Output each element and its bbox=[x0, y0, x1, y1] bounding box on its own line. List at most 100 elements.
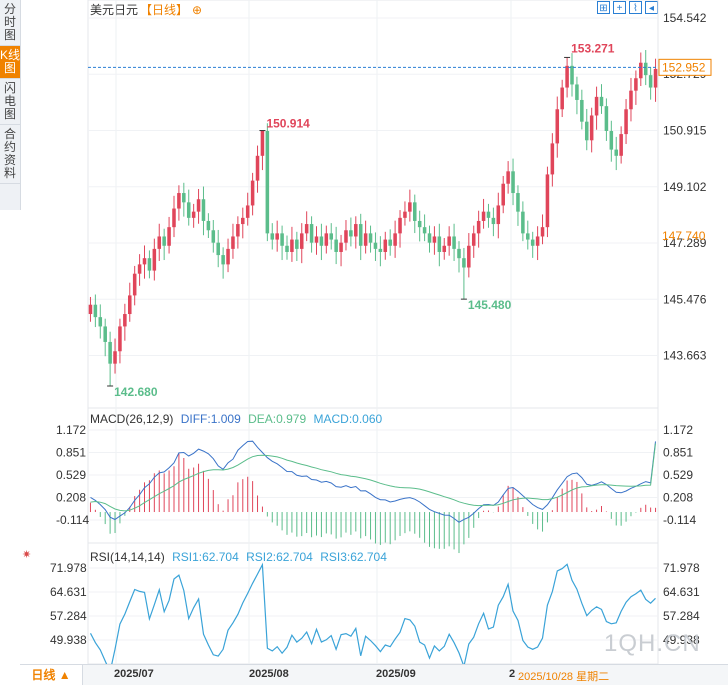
candle-body bbox=[191, 211, 196, 218]
candle-body bbox=[157, 236, 162, 249]
rsi-tick-label-right: 64.631 bbox=[663, 585, 700, 599]
candle-body bbox=[575, 84, 579, 100]
candle-body bbox=[250, 180, 255, 206]
candle-body bbox=[172, 208, 176, 228]
side-tab[interactable]: 闪电图 bbox=[0, 79, 20, 125]
candle-body bbox=[206, 220, 211, 231]
macd-dea-line bbox=[90, 443, 656, 512]
side-tab[interactable]: K线图 bbox=[0, 46, 20, 79]
candle-body bbox=[255, 155, 260, 181]
time-axis-bar: 日线 ▲ 2025/07 2025/08 2025/09 2 2025/10/2… bbox=[20, 664, 728, 685]
candle-body bbox=[417, 220, 422, 228]
candle-body bbox=[614, 149, 619, 156]
candle-body bbox=[589, 115, 594, 141]
candle-body bbox=[373, 242, 378, 249]
extreme-label: 153.271 bbox=[571, 41, 615, 55]
candle-body bbox=[319, 236, 324, 246]
side-tab[interactable]: 分时图 bbox=[0, 0, 20, 46]
period-selector-button[interactable]: 日线 ▲ bbox=[20, 665, 83, 685]
candle-body bbox=[447, 236, 451, 246]
candle-body bbox=[211, 230, 216, 243]
rsi-legend-rsi3: RSI3:62.704 bbox=[320, 550, 387, 564]
macd-tick-label-left: 1.172 bbox=[56, 423, 86, 437]
zoom-in-icon[interactable]: + bbox=[613, 1, 626, 14]
candle-body bbox=[550, 143, 555, 175]
candle-body bbox=[383, 239, 388, 252]
symbol-name: 美元日元 bbox=[90, 3, 139, 17]
add-indicator-icon[interactable]: ⊕ bbox=[192, 3, 203, 17]
extreme-label: 150.914 bbox=[266, 117, 310, 131]
candle-body bbox=[437, 236, 442, 252]
candle-body bbox=[167, 227, 171, 246]
candle-body bbox=[236, 224, 240, 237]
last-price-box bbox=[658, 58, 712, 76]
candle-body bbox=[491, 217, 496, 225]
candle-body bbox=[177, 193, 181, 209]
candle-body bbox=[403, 211, 407, 218]
candle-body bbox=[467, 245, 471, 268]
macd-tick-label-left: -0.114 bbox=[56, 513, 89, 527]
candle-body bbox=[285, 245, 289, 252]
crosshair-icon[interactable]: ✷ bbox=[22, 549, 32, 561]
date-label: 2025/09 bbox=[376, 668, 416, 680]
candle-body bbox=[314, 236, 319, 243]
candle-body bbox=[393, 233, 397, 246]
candle-body bbox=[241, 217, 245, 225]
candle-body bbox=[511, 171, 515, 194]
date-label: 2025/07 bbox=[114, 668, 154, 680]
side-tab-bar: 分时图 K线图 闪电图 合约资料 bbox=[0, 0, 21, 210]
candle-body bbox=[231, 236, 235, 249]
candle-body bbox=[643, 62, 648, 76]
side-tab[interactable]: 合约资料 bbox=[0, 125, 20, 184]
price-tick-label: 154.542 bbox=[663, 11, 707, 25]
candle-body bbox=[280, 233, 284, 246]
candle-body bbox=[604, 106, 609, 131]
grid-icon[interactable]: ⊞ bbox=[597, 1, 610, 14]
chart-line-icon[interactable]: ⌇ bbox=[629, 1, 642, 14]
macd-legend-diff: DIFF:1.009 bbox=[180, 412, 241, 426]
chart-toolbar: ⊞ + ⌇ ◂ bbox=[597, 1, 658, 14]
candle-body bbox=[358, 224, 363, 246]
candle-body bbox=[653, 68, 658, 88]
macd-tick-label-right: 0.529 bbox=[663, 468, 693, 482]
macd-legend-macd: MACD:0.060 bbox=[313, 412, 383, 426]
kline-chart[interactable]: 154.542152.729150.915149.102147.289145.4… bbox=[0, 0, 728, 664]
last-price-label: 152.952 bbox=[662, 60, 706, 74]
rsi-tick-label-left: 71.978 bbox=[50, 561, 87, 575]
candle-body bbox=[481, 211, 486, 221]
candle-body bbox=[108, 341, 112, 364]
candle-body bbox=[594, 96, 599, 116]
rsi-legend-rsi1: RSI1:62.704 bbox=[172, 550, 239, 564]
candle-body bbox=[186, 202, 191, 218]
candle-body bbox=[565, 65, 569, 88]
candle-body bbox=[324, 233, 329, 246]
candle-body bbox=[221, 255, 225, 265]
candle-body bbox=[427, 233, 432, 243]
candle-body bbox=[226, 248, 230, 265]
period-label: 【日线】 bbox=[140, 3, 189, 17]
candle-body bbox=[648, 75, 653, 88]
candle-body bbox=[162, 236, 166, 246]
candle-body bbox=[521, 211, 525, 234]
candle-body bbox=[113, 351, 117, 364]
candle-body bbox=[471, 233, 476, 246]
rsi-tick-label-right: 57.284 bbox=[663, 609, 700, 623]
rsi-tick-label-left: 49.938 bbox=[50, 633, 87, 647]
rsi-legend-name: RSI(14,14,14) bbox=[90, 550, 165, 564]
macd-tick-label-left: 0.851 bbox=[56, 445, 86, 459]
candle-body bbox=[290, 239, 294, 252]
candle-body bbox=[260, 130, 265, 156]
macd-legend-name: MACD(26,12,9) bbox=[90, 412, 174, 426]
candle-body bbox=[265, 130, 270, 234]
candle-body bbox=[275, 233, 279, 240]
candle-body bbox=[599, 96, 604, 107]
candle-body bbox=[506, 171, 510, 184]
macd-legend-dea: DEA:0.979 bbox=[248, 412, 307, 426]
candle-body bbox=[486, 211, 491, 218]
macd-tick-label-right: 1.172 bbox=[663, 423, 693, 437]
candle-body bbox=[535, 236, 540, 246]
candle-body bbox=[334, 239, 338, 252]
date-label: 2025/08 bbox=[249, 668, 289, 680]
candle-body bbox=[412, 202, 417, 221]
candle-body bbox=[619, 134, 623, 156]
